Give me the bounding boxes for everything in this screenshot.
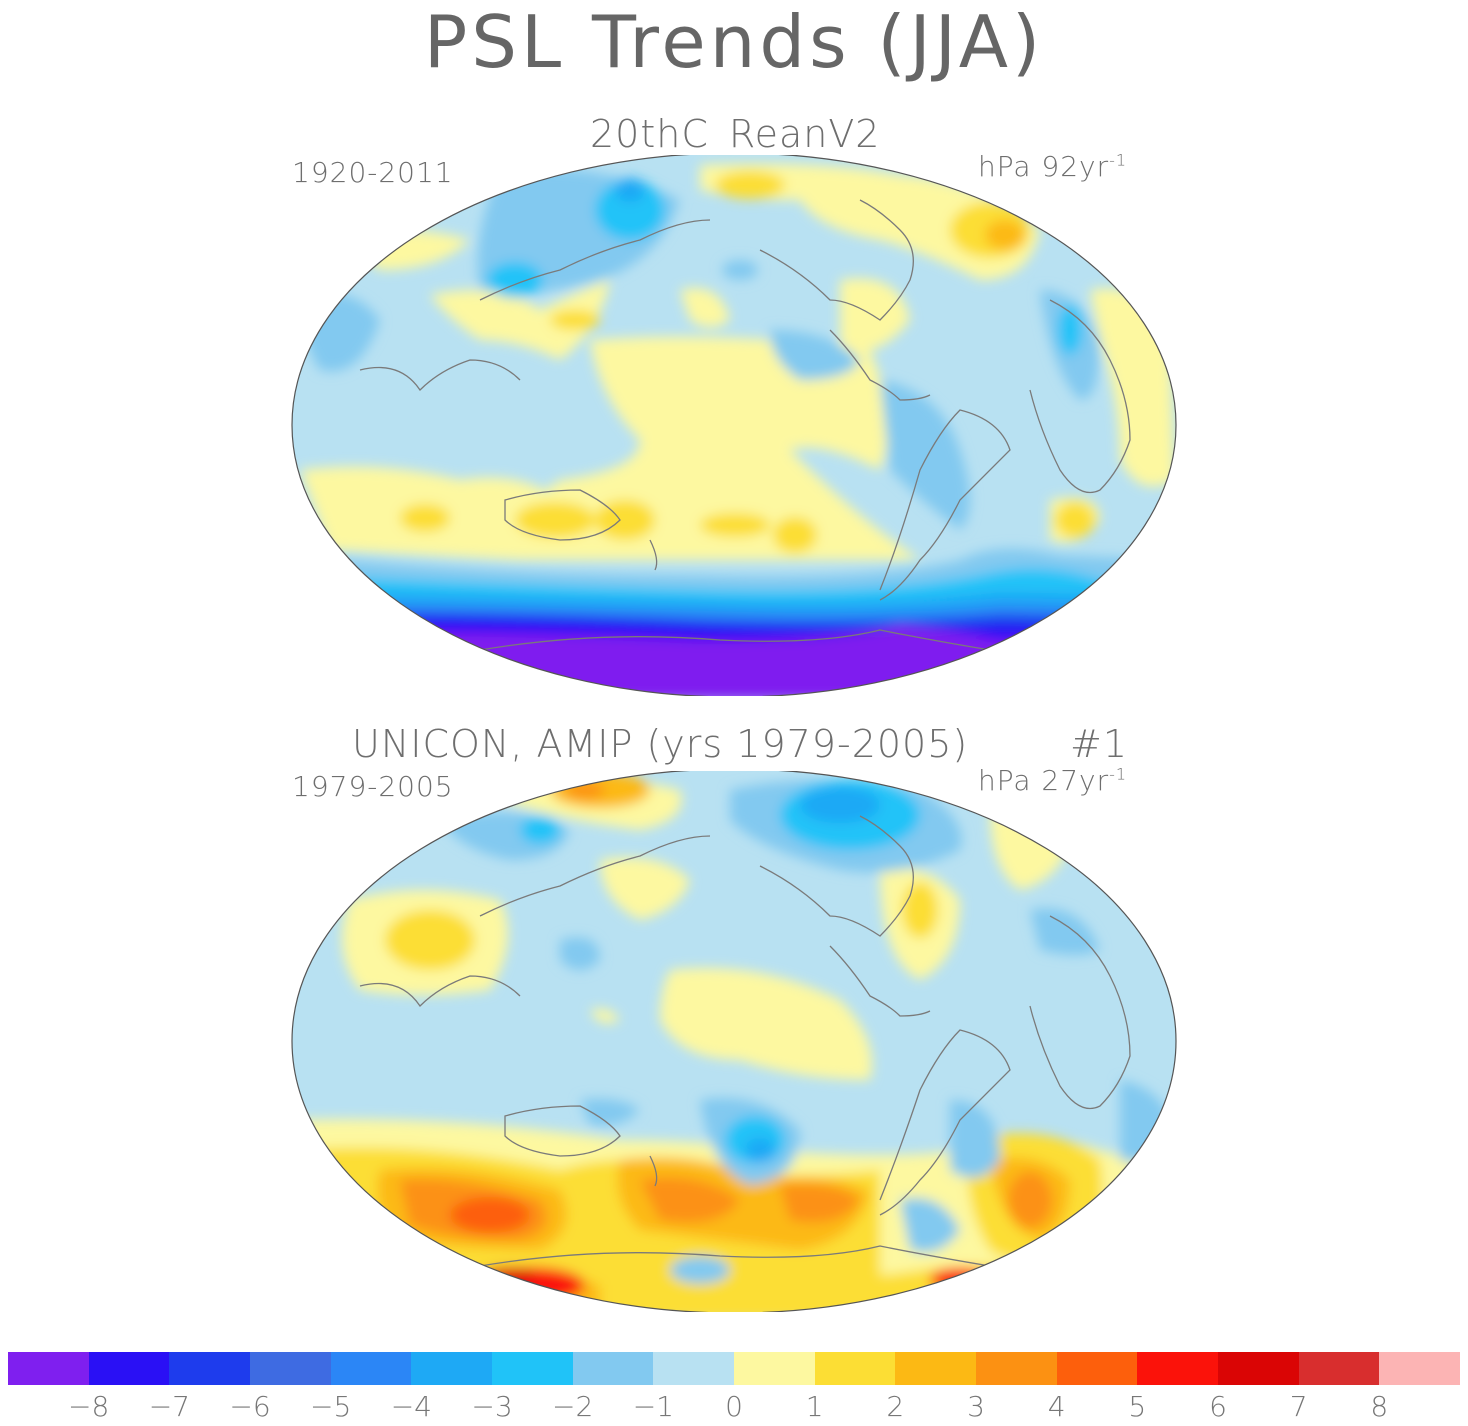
colorbar-tick-label: 1 (805, 1390, 824, 1423)
bottom-panel-period: 1979-2005 (292, 770, 454, 803)
bottom-panel-run-label: #1 (1070, 722, 1129, 766)
colorbar-swatch-5 (411, 1352, 493, 1385)
top-panel-period: 1920-2011 (292, 156, 454, 189)
colorbar-swatch-17 (1379, 1352, 1461, 1385)
colorbar-swatch-16 (1298, 1352, 1380, 1385)
colorbar-swatch-3 (250, 1352, 331, 1385)
colorbar-swatch-14 (1137, 1352, 1219, 1385)
bottom-coastlines (359, 815, 1131, 1267)
colorbar-tick-label: −5 (310, 1390, 352, 1423)
colorbar-tick-label: 3 (967, 1390, 985, 1423)
colorbar-tick-label: 6 (1209, 1390, 1227, 1423)
colorbar-tick-label: 7 (1289, 1390, 1308, 1423)
colorbar-swatch-0 (8, 1352, 89, 1385)
colorbar-tick-label: 5 (1128, 1390, 1147, 1423)
colorbar-swatch-4 (330, 1352, 412, 1385)
colorbar-tick-label: −8 (68, 1390, 110, 1423)
colorbar-swatch-12 (976, 1352, 1057, 1385)
colorbar-swatch-9 (734, 1352, 815, 1385)
colorbar-swatch-6 (492, 1352, 573, 1385)
figure-title: PSL Trends (JJA) (423, 0, 1045, 84)
bottom-panel-units: hPa 27yr-1 (978, 764, 1128, 797)
colorbar-tick-label: 8 (1370, 1390, 1389, 1423)
colorbar-swatch-10 (814, 1352, 896, 1385)
colorbar-tick-label: −1 (632, 1390, 674, 1423)
colorbar (8, 1352, 1461, 1385)
colorbar-swatch-7 (572, 1352, 654, 1385)
colorbar-swatch-2 (169, 1352, 251, 1385)
colorbar-tick-label: 4 (1047, 1390, 1066, 1423)
colorbar-swatch-1 (88, 1352, 170, 1385)
colorbar-swatch-13 (1056, 1352, 1138, 1385)
colorbar-tick-label: −6 (229, 1390, 271, 1423)
colorbar-tick-label: 2 (886, 1390, 905, 1423)
colorbar-tick-label: −7 (148, 1390, 190, 1423)
top-panel-units: hPa 92yr-1 (978, 150, 1128, 183)
bottom-panel-subtitle: UNICON, AMIP (yrs 1979-2005) (352, 722, 969, 766)
bottom-map (291, 766, 1177, 1318)
colorbar-tick-label: 0 (725, 1390, 743, 1423)
colorbar-swatch-15 (1218, 1352, 1299, 1385)
colorbar-swatch-8 (653, 1352, 735, 1385)
colorbar-tick-label: −3 (471, 1390, 513, 1423)
top-coastlines (359, 199, 1131, 651)
colorbar-swatch-11 (895, 1352, 977, 1385)
colorbar-tick-label: −4 (390, 1390, 432, 1423)
top-map (291, 150, 1177, 702)
top-panel-subtitle: 20thC_ReanV2 (590, 112, 881, 156)
colorbar-tick-label: −2 (552, 1390, 594, 1423)
